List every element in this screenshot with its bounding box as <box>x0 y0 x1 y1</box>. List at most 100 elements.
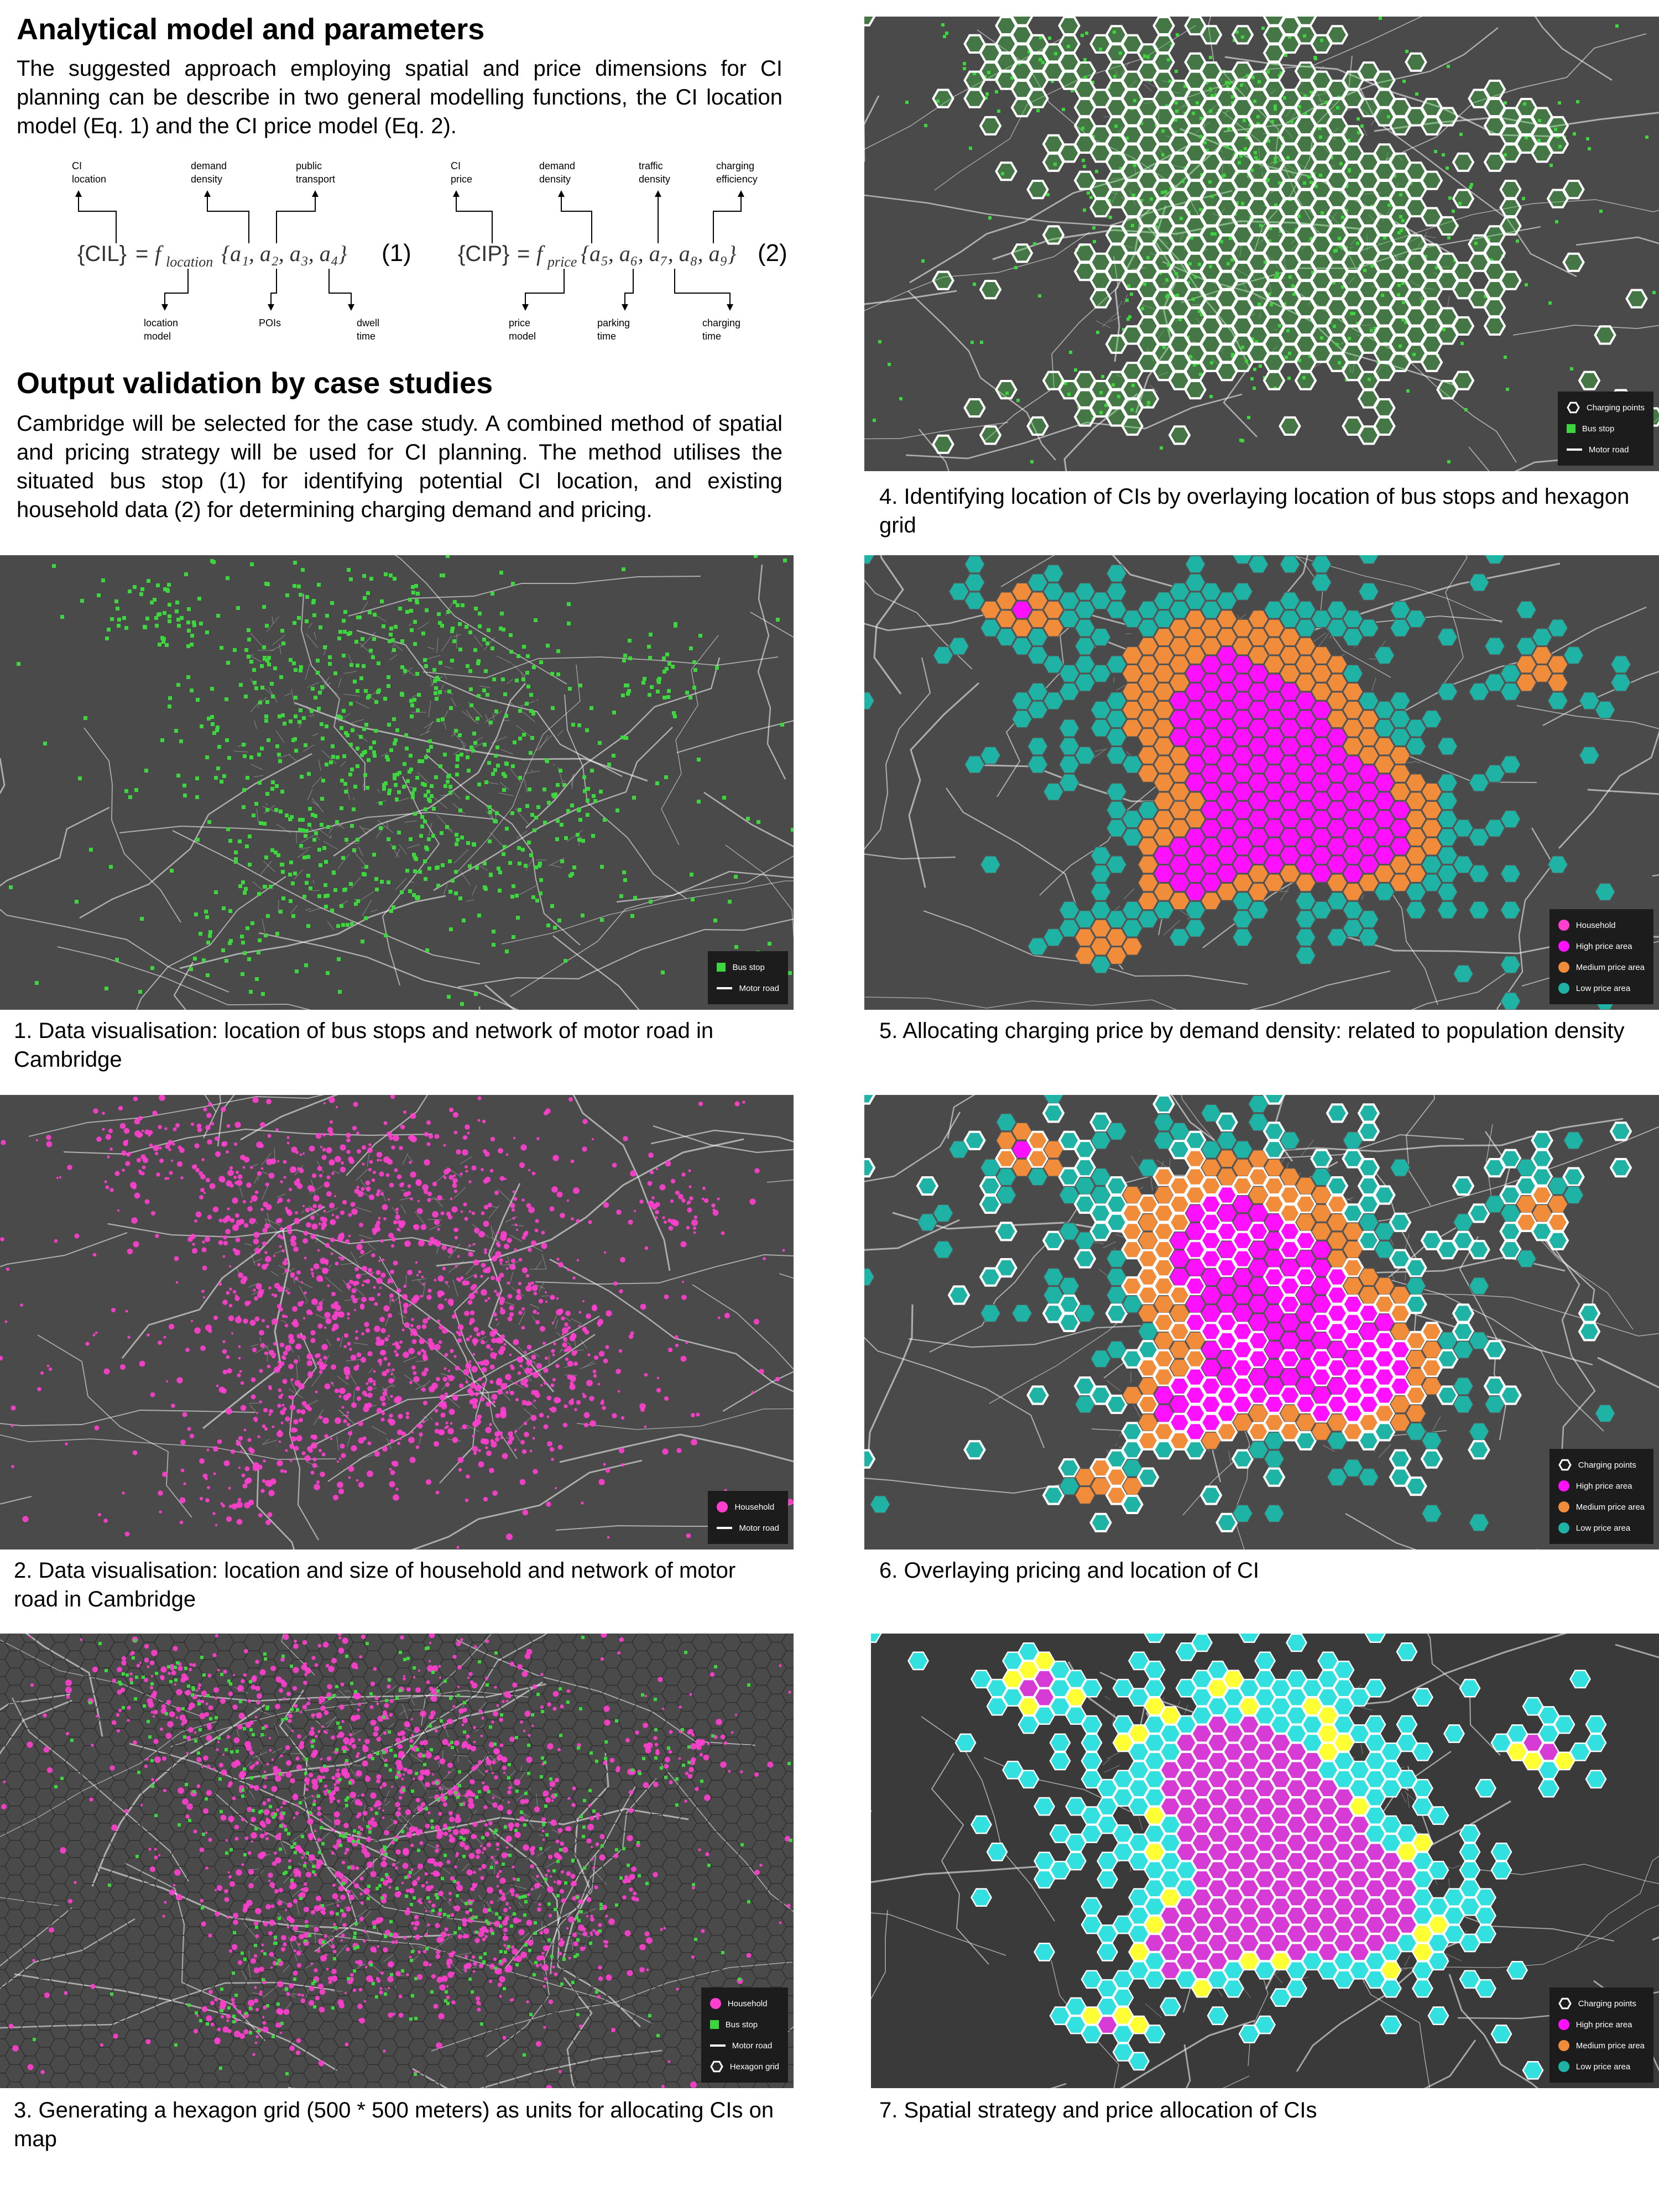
hex-cell <box>1011 582 1032 601</box>
hex-cell <box>1333 1824 1355 1843</box>
hex-cell <box>1317 1960 1339 1980</box>
hex-cell <box>1264 709 1285 728</box>
hex-cell <box>1223 1670 1244 1689</box>
hex-cell <box>932 646 954 665</box>
hex-cell <box>1216 774 1238 792</box>
hex-cell <box>1027 628 1048 646</box>
hex-cell <box>1547 619 1568 637</box>
hex-cell <box>1191 1724 1213 1743</box>
hex-cell <box>1185 791 1206 810</box>
legend-swatch <box>1558 2019 1569 2030</box>
hex-cell <box>1327 619 1348 637</box>
hex-cell <box>1420 1322 1443 1342</box>
hex-cell <box>1065 2015 1087 2034</box>
hex-cell <box>1295 619 1316 637</box>
hex-cell <box>1585 1770 1607 1789</box>
hex-cell <box>1279 755 1301 774</box>
hex-cell <box>1427 1860 1449 1880</box>
svg-text:time: time <box>597 331 616 342</box>
legend-swatch <box>1558 941 1569 952</box>
hex-cell <box>1248 883 1269 901</box>
hex-cell <box>1279 737 1301 755</box>
hex-cell <box>1358 910 1379 928</box>
hex-cell <box>1254 1870 1276 1889</box>
hex-cell <box>1311 810 1332 828</box>
hex-cell <box>1396 1897 1418 1916</box>
legend-swatch <box>1558 1522 1569 1533</box>
hex-cell <box>1264 782 1285 801</box>
hex-cell <box>1201 891 1222 910</box>
hex-cell <box>1500 992 1521 1010</box>
hex-cell <box>1216 883 1238 901</box>
hex-cell <box>1286 1924 1307 1943</box>
hex-cell <box>995 1258 1018 1278</box>
hex-cell <box>1090 719 1112 737</box>
hex-cell <box>1231 1249 1254 1269</box>
hex-cell <box>1185 555 1206 573</box>
hex-cell <box>1201 746 1222 765</box>
hex-cell <box>1373 416 1396 436</box>
hex-cell <box>1333 1843 1355 1861</box>
hex-cell <box>1295 655 1316 674</box>
hex-cell <box>1317 1924 1339 1943</box>
hex-cell <box>1333 1678 1355 1698</box>
hex-cell <box>1342 737 1364 755</box>
hex-cell <box>1553 1715 1575 1734</box>
hex-cell <box>1232 782 1253 801</box>
hex-cell <box>1106 746 1127 765</box>
hex-cell <box>1106 691 1127 710</box>
hex-cell <box>1374 719 1395 737</box>
hex-cell <box>1034 1943 1055 1961</box>
hex-cell <box>1232 555 1253 565</box>
hex-cell <box>1191 1888 1213 1907</box>
hex-cell <box>1185 573 1206 592</box>
hex-cell <box>932 270 954 290</box>
hex-cell <box>1264 728 1285 747</box>
hex-cell <box>1579 691 1600 710</box>
svg-text:price: price <box>451 174 472 185</box>
hex-cell <box>1264 601 1285 619</box>
hex-cell <box>954 1733 977 1752</box>
hex-cell <box>1175 1897 1197 1916</box>
hex-cell <box>1421 855 1442 874</box>
hex-cell <box>1380 1888 1402 1907</box>
hex-cell <box>1216 810 1238 828</box>
hex-cell <box>1121 416 1144 436</box>
equation-1: {CIL} = f location {a₁, a₂, a₃, a₄} (1) <box>72 160 411 342</box>
hex-cell <box>1138 891 1159 910</box>
hex-cell <box>1301 1806 1323 1825</box>
hex-cell <box>1380 1778 1402 1798</box>
hex-cell <box>1286 1760 1307 1780</box>
hex-cell <box>1106 655 1127 674</box>
hex-cell <box>1443 1724 1465 1743</box>
hex-cell <box>1106 728 1127 747</box>
hex-cell <box>1106 782 1127 801</box>
hex-cell <box>1364 1879 1386 1898</box>
hex-cell <box>1358 1468 1379 1486</box>
hex-cell <box>1499 198 1522 218</box>
hex-cell <box>1437 846 1458 865</box>
hex-cell <box>1138 674 1159 692</box>
hex-cell <box>1531 1185 1553 1205</box>
hex-cell <box>1349 1797 1370 1816</box>
hex-cell <box>1169 637 1190 655</box>
hex-cell <box>1270 1952 1292 1971</box>
hex-cell <box>1390 691 1411 710</box>
hex-cell <box>1311 828 1332 847</box>
hex-cell <box>1128 1651 1150 1671</box>
hex-cell <box>1207 1678 1229 1698</box>
hex-cell <box>1327 801 1348 820</box>
hex-cell <box>1238 1678 1260 1698</box>
hex-cell <box>1333 1697 1355 1716</box>
hex-cell <box>1364 1843 1386 1861</box>
hex-cell <box>1405 1258 1427 1278</box>
hex-cell <box>1201 728 1222 747</box>
hex-cell <box>1538 1760 1559 1780</box>
hex-cell <box>1420 170 1443 190</box>
map-canvas <box>871 1634 1659 2088</box>
hex-cell <box>1216 791 1238 810</box>
hex-cell <box>1138 619 1159 637</box>
hex-cell <box>1121 646 1143 665</box>
hex-cell <box>1317 1888 1339 1907</box>
hex-cell <box>1160 1943 1181 1961</box>
